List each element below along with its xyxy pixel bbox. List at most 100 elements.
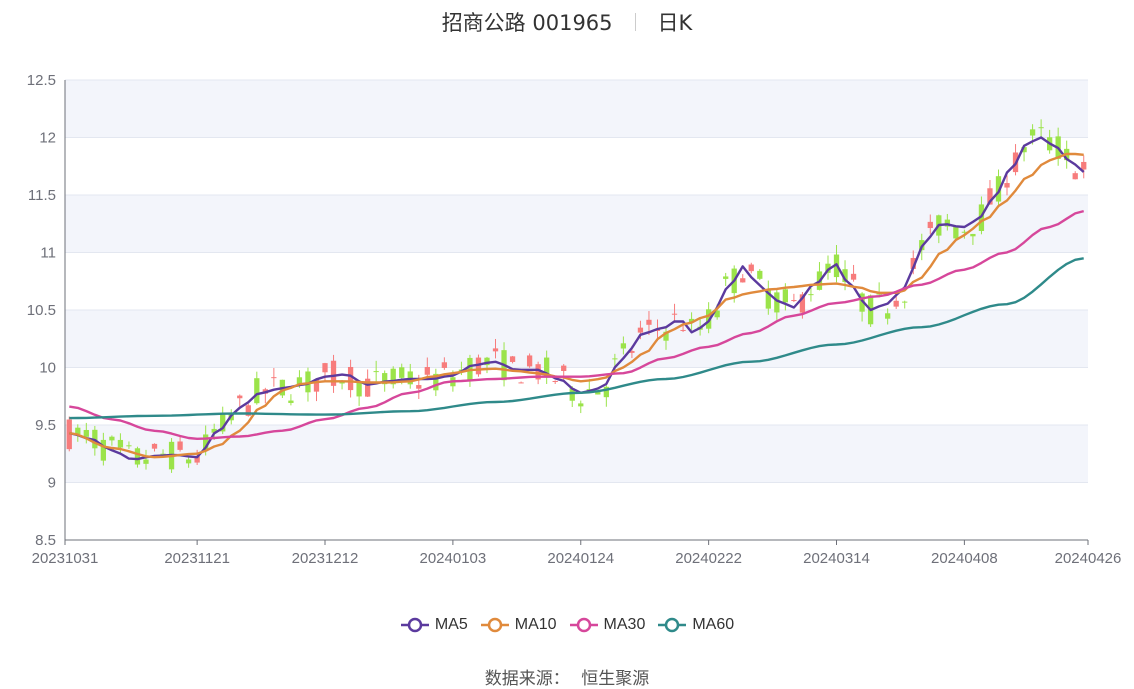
candle — [347, 359, 354, 398]
candle — [688, 312, 695, 330]
candle — [850, 264, 857, 282]
y-tick-label: 12 — [39, 130, 56, 147]
candle — [671, 303, 678, 323]
candle-body — [330, 360, 337, 386]
x-tick-label: 20231121 — [164, 550, 230, 567]
x-tick-label: 20240222 — [675, 550, 742, 567]
candle — [134, 446, 141, 468]
candle-body — [416, 385, 422, 389]
y-tick-label: 11 — [40, 245, 56, 262]
candle-body — [271, 377, 277, 379]
candle-body — [603, 386, 609, 398]
candle-body — [663, 331, 669, 341]
candle-body — [859, 293, 865, 312]
legend-item-ma60[interactable]: MA60 — [657, 616, 734, 634]
candle-body — [347, 366, 354, 391]
candle-body — [612, 358, 618, 360]
candle — [254, 371, 260, 405]
candle — [603, 384, 609, 407]
candle — [765, 280, 771, 315]
candle-body — [1038, 127, 1044, 129]
candle-body — [475, 357, 482, 375]
candle — [748, 262, 754, 274]
candle — [484, 356, 490, 374]
candle — [109, 435, 115, 446]
candle-body — [492, 348, 499, 352]
candle — [185, 455, 192, 468]
plot-band — [65, 195, 1088, 253]
candle-body — [714, 310, 720, 318]
candle-body — [637, 327, 644, 333]
candles — [66, 119, 1087, 473]
chart-title: 招商公路 001965 — [441, 11, 613, 35]
candle — [509, 355, 516, 364]
candle-body — [850, 273, 857, 280]
x-tick-label: 20240426 — [1055, 550, 1122, 567]
y-tick-label: 10.5 — [27, 302, 56, 319]
candle — [424, 357, 430, 377]
candle-body — [75, 427, 81, 435]
candle-body — [569, 388, 575, 401]
legend-marker-icon — [569, 617, 598, 633]
candle-body — [808, 294, 814, 296]
plot-band — [65, 80, 1088, 138]
candle-body — [620, 343, 627, 349]
candle-body — [799, 294, 806, 313]
candle-body — [203, 434, 209, 449]
candle — [927, 214, 933, 235]
legend-item-ma5[interactable]: MA5 — [400, 616, 468, 634]
candle-body — [185, 459, 192, 464]
candle-body — [399, 367, 405, 378]
candle-body — [535, 364, 541, 380]
candle-body — [117, 439, 124, 448]
plot-band — [65, 310, 1088, 368]
legend-item-ma30[interactable]: MA30 — [569, 616, 645, 634]
candle-body — [902, 301, 908, 303]
candle — [330, 354, 337, 393]
y-tick-label: 12.5 — [27, 72, 56, 89]
candle-body — [842, 269, 848, 283]
candle-body — [1081, 161, 1087, 170]
legend-item-ma10[interactable]: MA10 — [480, 616, 557, 634]
candle-body — [944, 219, 950, 227]
y-tick-label: 9 — [48, 475, 56, 492]
y-tick-label: 8.5 — [35, 532, 56, 549]
candle — [808, 287, 814, 302]
source-value: 恒生聚源 — [581, 669, 650, 689]
candle — [1081, 155, 1087, 179]
candle — [441, 357, 448, 370]
candle — [578, 400, 584, 414]
candle-body — [518, 382, 524, 384]
candle — [322, 362, 328, 382]
candle-body — [245, 405, 251, 416]
candle-body — [441, 362, 448, 368]
y-tick-label: 9.5 — [35, 417, 56, 434]
x-tick-label: 20240103 — [420, 550, 487, 567]
candle — [390, 366, 396, 389]
legend: MA5 MA10 MA30 MA60 — [0, 612, 1134, 638]
candle-body — [953, 226, 959, 239]
x-axis: 20231031 20231121 20231212 20240103 20240124… — [32, 539, 1122, 567]
legend-marker-icon — [658, 617, 687, 633]
candle — [177, 436, 183, 452]
candle — [620, 336, 627, 355]
candle — [893, 295, 899, 309]
y-tick-label: 10 — [39, 360, 56, 377]
candle-body — [765, 288, 771, 309]
candle-body — [578, 403, 584, 407]
legend-label: MA10 — [514, 616, 557, 633]
candle — [1004, 175, 1010, 196]
candle-body — [424, 367, 430, 375]
candle-body — [757, 270, 763, 279]
candle-body — [313, 379, 320, 392]
series-line-ma30 — [69, 209, 1085, 440]
candle-body — [748, 264, 754, 272]
candle — [143, 449, 149, 470]
candle — [902, 300, 908, 309]
candle-body — [322, 363, 328, 373]
candle-body — [561, 365, 567, 371]
candle — [612, 353, 618, 368]
candle — [740, 274, 746, 283]
x-tick-label: 20231212 — [292, 550, 359, 567]
candle — [970, 233, 976, 245]
